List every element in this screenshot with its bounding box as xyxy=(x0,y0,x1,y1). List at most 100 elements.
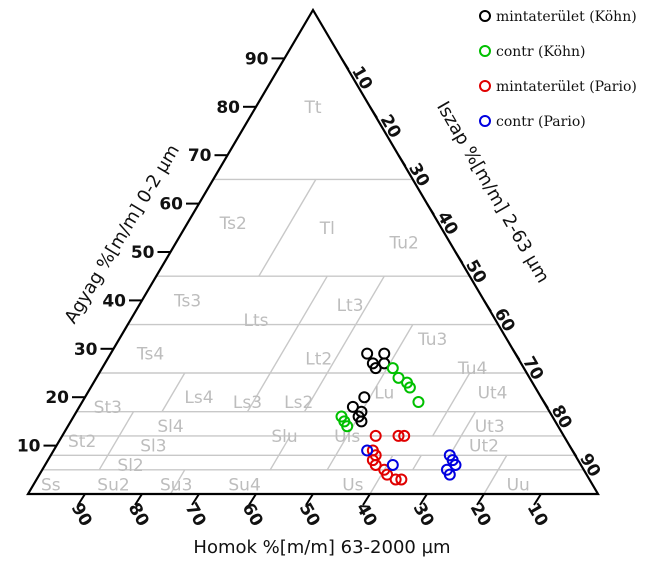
zone-label-lu: Lu xyxy=(374,383,394,403)
bottom-tick-mark xyxy=(419,493,428,506)
right-tick-mark xyxy=(397,154,407,167)
zone-label-ut2: Ut2 xyxy=(469,437,499,457)
data-point-series-4 xyxy=(443,468,456,481)
zone-label-ls3: Ls3 xyxy=(233,393,262,413)
bottom-tick-label: 90 xyxy=(67,500,96,531)
data-point-series-1 xyxy=(355,415,368,428)
zone-label-tt: Tt xyxy=(303,98,321,118)
right-tick-mark xyxy=(369,106,378,119)
zone-boundary-line xyxy=(169,469,186,495)
left-tick-label: 70 xyxy=(188,146,212,166)
zone-label-ut3: Ut3 xyxy=(475,417,505,437)
bottom-tick-label: 70 xyxy=(181,500,210,531)
zone-boundary-line xyxy=(258,179,317,277)
right-tick-label: 50 xyxy=(461,257,490,288)
zone-labels: Tt Ts2 Tl Tu2 Ts3 Lts Lt3 Tu3 Ts4 Lt2 Tu4 St3 Ls4 Ls3… xyxy=(41,98,530,496)
data-point-series-2 xyxy=(403,381,416,394)
bottom-tick-label: 40 xyxy=(352,500,381,531)
legend-marker xyxy=(479,115,491,127)
data-point-series-4 xyxy=(386,458,399,471)
data-point-series-1 xyxy=(358,391,371,404)
zone-boundaries xyxy=(42,178,584,495)
left-tick-label: 10 xyxy=(17,437,41,457)
right-tick-label: 60 xyxy=(490,305,519,336)
legend-label: mintaterület (Pario) xyxy=(496,79,637,95)
zone-label-ls4: Ls4 xyxy=(184,388,213,408)
data-point-series-3 xyxy=(381,468,394,481)
bottom-tick-mark xyxy=(77,493,86,506)
zone-boundary-line xyxy=(269,435,291,471)
legend: mintaterület (Köhn) contr (Köhn) mintaterü… xyxy=(479,9,637,130)
bottom-tick-mark xyxy=(191,493,200,506)
zone-label-su4: Su4 xyxy=(228,475,260,495)
data-points xyxy=(335,347,462,486)
bottom-tick-label: 80 xyxy=(124,500,153,531)
left-tick-label: 80 xyxy=(216,98,240,118)
zone-boundary-line xyxy=(432,372,471,437)
right-tick-label: 40 xyxy=(433,208,462,239)
right-tick-label: 30 xyxy=(404,160,433,191)
zone-label-ls2: Ls2 xyxy=(284,393,313,413)
zone-label-uls: Uls xyxy=(334,427,360,447)
data-point-series-3 xyxy=(389,473,402,486)
bottom-tick-label: 50 xyxy=(295,500,324,531)
zone-label-tu3: Tu3 xyxy=(417,330,447,350)
bottom-tick-label: 20 xyxy=(466,500,495,531)
data-point-series-3 xyxy=(395,473,408,486)
data-point-series-2 xyxy=(412,396,425,409)
left-tick-label: 20 xyxy=(45,388,69,408)
zone-label-ts3: Ts3 xyxy=(173,291,201,311)
zone-label-ts2: Ts2 xyxy=(219,214,247,234)
zone-label-lts: Lts xyxy=(244,311,269,331)
zone-boundary-line xyxy=(98,411,135,471)
zone-boundary-line xyxy=(412,454,422,471)
right-tick-label: 20 xyxy=(376,111,405,142)
zone-label-su2: Su2 xyxy=(97,475,129,495)
zone-label-sl3: Sl3 xyxy=(140,437,166,457)
data-point-series-1 xyxy=(378,347,391,360)
bottom-tick-mark xyxy=(533,493,542,506)
zone-label-st2: St2 xyxy=(68,432,96,452)
zone-label-lt2: Lt2 xyxy=(305,349,332,369)
zone-label-tu4: Tu4 xyxy=(457,359,487,379)
bottom-tick-label: 10 xyxy=(523,500,552,531)
data-point-series-1 xyxy=(346,400,359,413)
bottom-tick-mark xyxy=(305,493,314,506)
legend-label: contr (Köhn) xyxy=(496,44,586,60)
right-tick-mark xyxy=(511,348,521,361)
data-point-series-2 xyxy=(392,371,405,384)
zone-label-uu: Uu xyxy=(507,475,530,495)
zone-label-sl4: Sl4 xyxy=(157,417,183,437)
zone-label-slu: Slu xyxy=(271,427,297,447)
right-tick-label: 10 xyxy=(347,63,376,94)
data-point-series-3 xyxy=(392,429,405,442)
right-tick-mark xyxy=(568,445,578,458)
legend-label: contr (Pario) xyxy=(496,114,586,130)
zone-label-us: Us xyxy=(342,475,363,495)
data-point-series-1 xyxy=(366,357,379,370)
zone-boundary-line xyxy=(246,275,328,413)
zone-boundary-line xyxy=(449,411,477,456)
data-point-series-3 xyxy=(369,458,382,471)
zone-boundary-line xyxy=(303,275,385,413)
right-tick-label: 80 xyxy=(547,402,576,433)
right-tick-mark xyxy=(540,396,549,409)
zone-label-ts4: Ts4 xyxy=(136,345,164,365)
bottom-tick-mark xyxy=(362,493,371,506)
data-point-series-1 xyxy=(361,347,374,360)
zone-label-tu2: Tu2 xyxy=(388,233,418,253)
left-tick-label: 50 xyxy=(131,243,155,263)
legend-marker xyxy=(479,10,491,22)
bottom-axis-label: Homok %[m/m] 63-2000 µm xyxy=(193,537,450,558)
data-point-series-2 xyxy=(341,420,354,433)
right-tick-mark xyxy=(426,203,435,216)
data-point-series-3 xyxy=(369,429,382,442)
zone-label-ss: Ss xyxy=(41,475,61,495)
left-tick-label: 90 xyxy=(245,49,269,69)
zone-label-tl: Tl xyxy=(319,219,335,239)
data-point-series-3 xyxy=(398,429,411,442)
right-tick-label: 70 xyxy=(518,353,547,384)
left-tick-label: 60 xyxy=(159,195,183,215)
legend-marker xyxy=(479,80,491,92)
